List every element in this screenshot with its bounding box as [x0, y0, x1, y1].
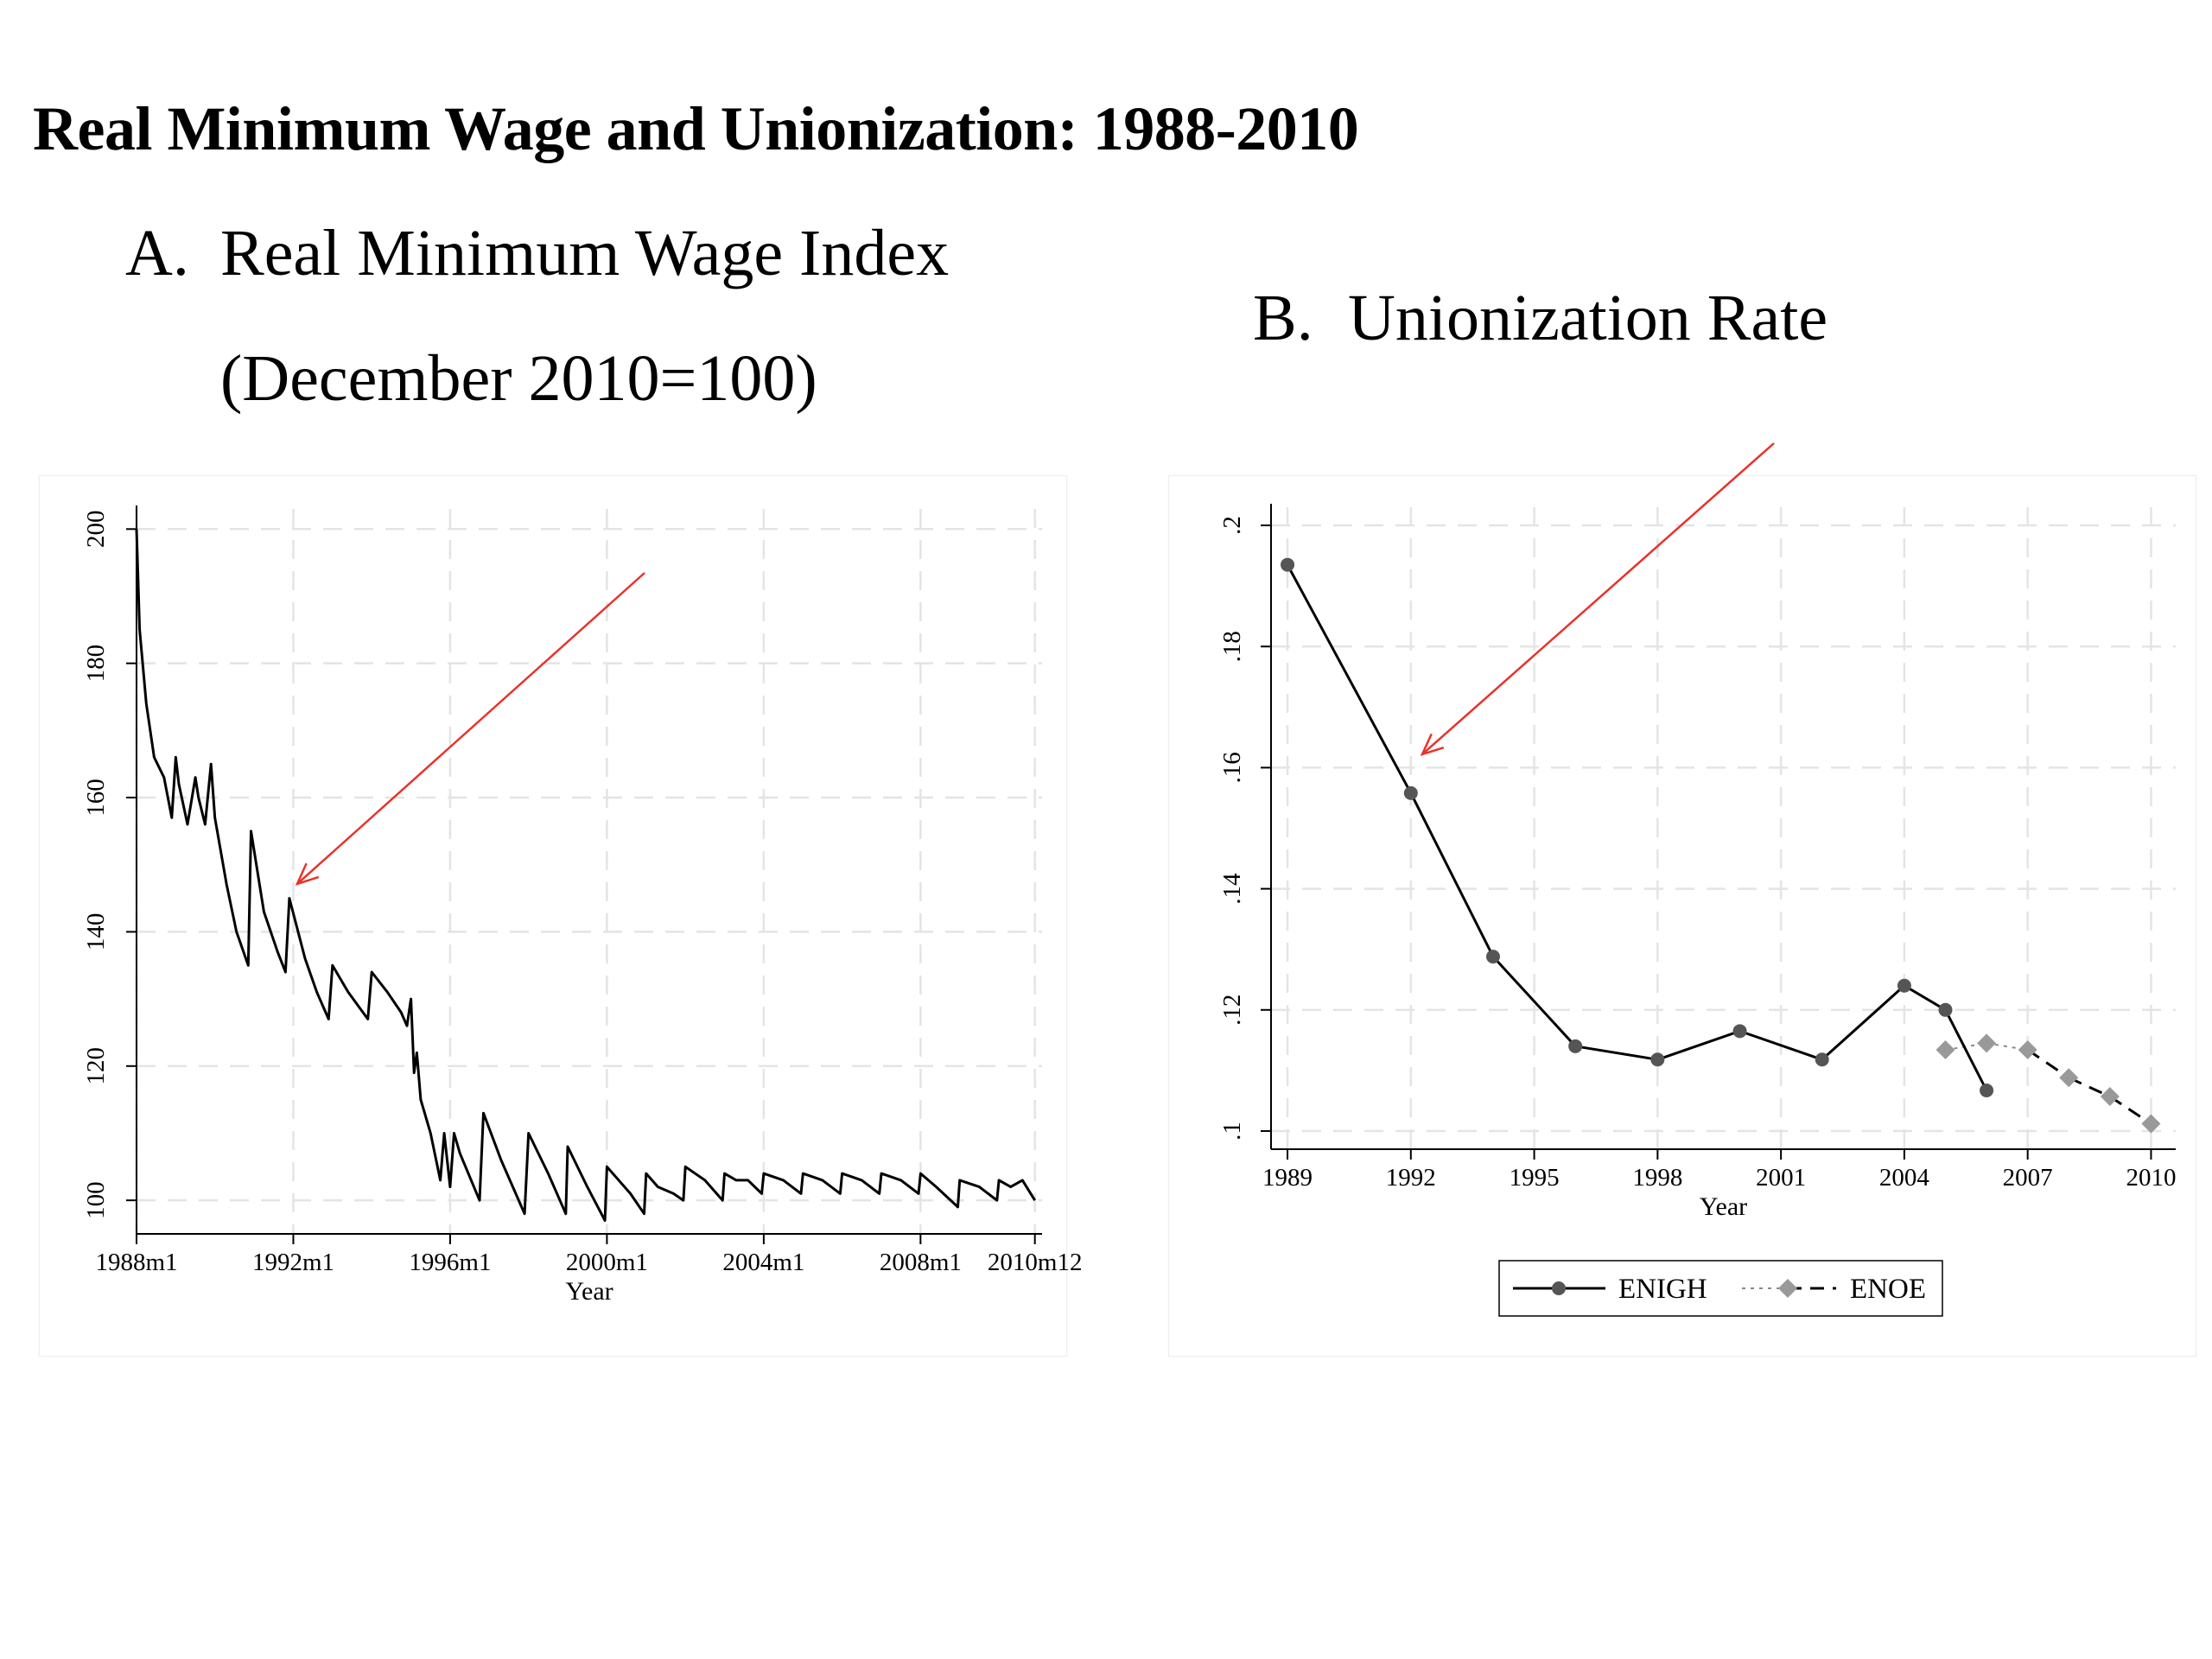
- unionization-chart: .1 .12 .14 .16 .18 .2 1989 1992 1995 1998 2001 2004…: [1218, 442, 2176, 1317]
- x-tick-label: 1988m1: [95, 1249, 177, 1276]
- x-tick-label: 1996m1: [409, 1249, 491, 1276]
- y-tick-label: .18: [1218, 631, 1246, 662]
- panel-b-heading-text: Unionization Rate: [1348, 282, 1828, 354]
- enigh-point-marker: [1980, 1084, 1994, 1098]
- panel-b-letter: B.: [1253, 282, 1313, 354]
- x-tick-label: 1998: [1632, 1164, 1682, 1192]
- y-tick-label: .14: [1218, 873, 1246, 905]
- enoe-point-marker: [2059, 1068, 2079, 1088]
- y-tick-label: 200: [82, 511, 110, 549]
- figure-title: Real Minimum Wage and Unionization: 1988…: [33, 94, 1359, 163]
- y-tick-label: 180: [82, 645, 110, 683]
- x-tick-label: 2010m12: [988, 1249, 1083, 1276]
- enigh-point-marker: [1281, 557, 1295, 572]
- x-tick-label: 1992m1: [252, 1249, 334, 1276]
- enoe-series-segment: [2026, 1048, 2070, 1079]
- enigh-point-marker: [1815, 1052, 1829, 1067]
- panel-a-subheading: (December 2010=100): [220, 342, 817, 415]
- x-tick-label: 2004m1: [722, 1249, 804, 1276]
- annotation-arrow-head: [295, 862, 320, 887]
- x-tick-label: 1989: [1262, 1164, 1313, 1192]
- minimum-wage-chart: 100 120 140 160 180 200 1988m1 1992m1 1996m1 2000…: [82, 505, 1082, 1306]
- enigh-series-line: [1286, 563, 1988, 1091]
- enoe-point-marker: [1977, 1033, 1997, 1053]
- panel-a-letter: A.: [125, 217, 189, 289]
- x-tick-label: 2007: [2003, 1164, 2053, 1192]
- chart-legend: ENIGH ENOE: [1498, 1260, 1943, 1317]
- y-tick-label: .2: [1218, 516, 1246, 535]
- enoe-series-segment: [2068, 1076, 2111, 1098]
- minimum-wage-series-line: [135, 529, 1036, 1222]
- legend-enoe-label: ENOE: [1850, 1274, 1926, 1305]
- y-tick-label: .16: [1218, 752, 1246, 783]
- legend-enigh-label: ENIGH: [1618, 1274, 1707, 1305]
- y-tick-label: 120: [82, 1047, 110, 1085]
- y-tick-label: 140: [82, 913, 110, 951]
- panel-a-heading-text: Real Minimum Wage Index: [220, 217, 950, 289]
- legend-enoe-marker: [1778, 1279, 1797, 1298]
- enigh-point-marker: [1650, 1052, 1665, 1067]
- x-tick-label: 2000m1: [566, 1249, 648, 1276]
- enigh-point-marker: [1403, 785, 1418, 800]
- enigh-point-marker: [1568, 1039, 1583, 1053]
- enoe-series-segment: [2109, 1095, 2152, 1125]
- enoe-point-marker: [2018, 1040, 2037, 1060]
- enigh-point-marker: [1938, 1002, 1953, 1017]
- enoe-point-marker: [2141, 1114, 2161, 1134]
- unionization-chart-panel: .1 .12 .14 .16 .18 .2 1989 1992 1995 1998 2001 2004…: [1168, 442, 2196, 1357]
- x-tick-label: 1995: [1510, 1164, 1560, 1192]
- enoe-point-marker: [2100, 1087, 2120, 1107]
- panel-a-heading: A. Real Minimum Wage Index: [125, 216, 949, 291]
- panel-b-heading: B. Unionization Rate: [1253, 281, 1827, 356]
- enoe-point-marker: [1936, 1040, 1955, 1060]
- x-tick-label: 2010: [2126, 1164, 2176, 1192]
- y-tick-label: .12: [1218, 995, 1246, 1026]
- y-tick-label: 100: [82, 1181, 110, 1219]
- legend-enigh-marker: [1552, 1281, 1566, 1295]
- x-tick-label: 2004: [1879, 1164, 1930, 1192]
- enigh-point-marker: [1897, 978, 1911, 993]
- annotation-arrow-shaft: [1421, 442, 1775, 755]
- x-tick-label: 2008m1: [880, 1249, 962, 1276]
- annotation-arrow-head: [1420, 733, 1445, 757]
- annotation-arrow-shaft: [296, 572, 645, 885]
- enigh-point-marker: [1485, 950, 1500, 964]
- x-tick-label: 2001: [1756, 1164, 1806, 1192]
- x-axis-title: Year: [1700, 1192, 1747, 1221]
- y-tick-label: .1: [1218, 1122, 1246, 1141]
- x-tick-label: 1992: [1386, 1164, 1436, 1192]
- y-tick-label: 160: [82, 779, 110, 817]
- enigh-point-marker: [1732, 1024, 1747, 1039]
- minimum-wage-chart-panel: 100 120 140 160 180 200 1988m1 1992m1 1996m1 2000…: [39, 475, 1082, 1357]
- x-axis-title: Year: [565, 1277, 613, 1306]
